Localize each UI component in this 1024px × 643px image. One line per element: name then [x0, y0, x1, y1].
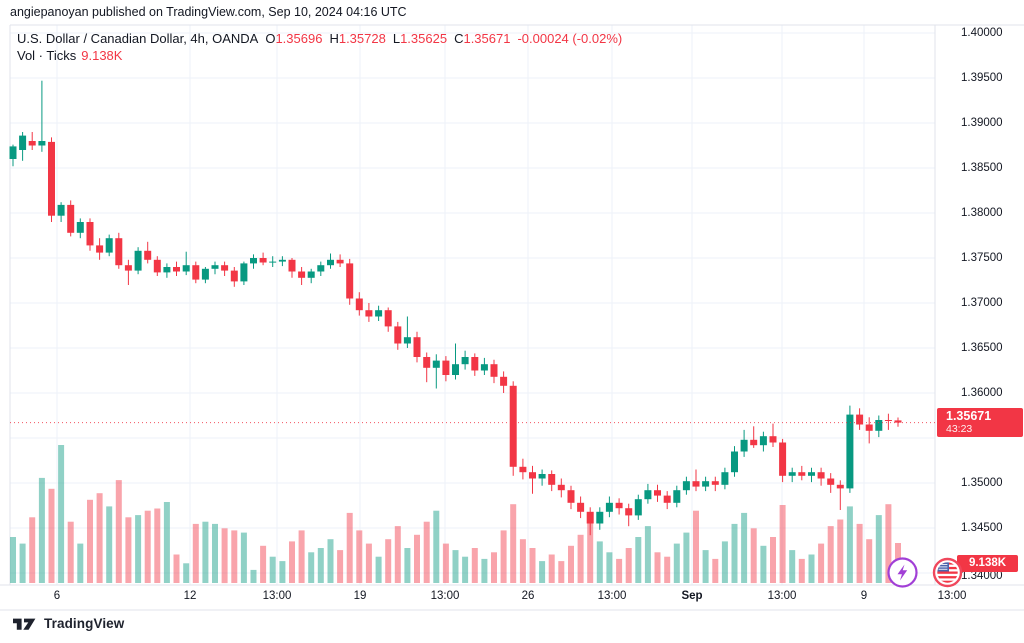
time-axis-label: 13:00 [937, 590, 967, 602]
legend-volume-row: Vol · Ticks 9.138K [17, 47, 622, 64]
price-axis-label: 1.34500 [961, 522, 1003, 534]
attribution-text: angiepanoyan published on TradingView.co… [10, 5, 407, 19]
us-flag-calendar-icon[interactable] [932, 557, 963, 588]
legend-symbol-row: U.S. Dollar / Canadian Dollar, 4h, OANDA… [17, 30, 622, 47]
last-price-badge: 1.35671 43:23 [937, 408, 1023, 438]
time-axis-label: 19 [353, 590, 367, 602]
volume-axis-badge: 9.138K [957, 555, 1018, 572]
price-axis-label: 1.34000 [961, 570, 1003, 582]
volume-study-label: Vol · Ticks [17, 48, 77, 63]
footer-brand-text: TradingView [44, 616, 125, 631]
ohlc-high-value: 1.35728 [338, 31, 386, 46]
price-axis-label: 1.37000 [961, 297, 1003, 309]
price-axis-label: 1.36500 [961, 342, 1003, 354]
price-axis-label: 1.39500 [961, 72, 1003, 84]
change-value: -0.00024 (-0.02%) [517, 31, 623, 46]
last-price-value: 1.35671 [946, 409, 992, 424]
price-axis-label: 1.39000 [961, 117, 1003, 129]
ohlc-low-label: L [392, 31, 401, 46]
time-axis-label: 13:00 [430, 590, 460, 602]
time-axis-label: 9 [860, 590, 868, 602]
lightning-icon[interactable] [887, 557, 918, 588]
time-axis-label: Sep [681, 590, 703, 602]
ohlc-close-label: C [454, 31, 464, 46]
time-axis-label: 13:00 [597, 590, 627, 602]
time-axis-label: 26 [521, 590, 535, 602]
footer-brand[interactable]: TradingView [12, 616, 124, 631]
chart-legend: U.S. Dollar / Canadian Dollar, 4h, OANDA… [17, 30, 622, 64]
time-axis-label: 13:00 [262, 590, 292, 602]
price-axis-label: 1.37500 [961, 252, 1003, 264]
time-axis-label: 12 [183, 590, 197, 602]
volume-study-value: 9.138K [81, 48, 123, 63]
price-axis-label: 1.35000 [961, 477, 1003, 489]
price-axis-label: 1.40000 [961, 27, 1003, 39]
price-axis-label: 1.38000 [961, 207, 1003, 219]
time-axis-label: 6 [53, 590, 61, 602]
time-axis-label: 13:00 [767, 590, 797, 602]
price-axis-label: 1.38500 [961, 162, 1003, 174]
ohlc-open-label: O [265, 31, 276, 46]
bar-countdown: 43:23 [946, 423, 973, 436]
tradingview-logo [13, 618, 36, 630]
ohlc-low-value: 1.35625 [400, 31, 448, 46]
ohlc-open-value: 1.35696 [275, 31, 323, 46]
price-axis-label: 1.36000 [961, 387, 1003, 399]
ohlc-close-value: 1.35671 [463, 31, 511, 46]
ohlc-high-label: H [329, 31, 339, 46]
symbol-title: U.S. Dollar / Canadian Dollar, 4h, OANDA [17, 31, 259, 46]
